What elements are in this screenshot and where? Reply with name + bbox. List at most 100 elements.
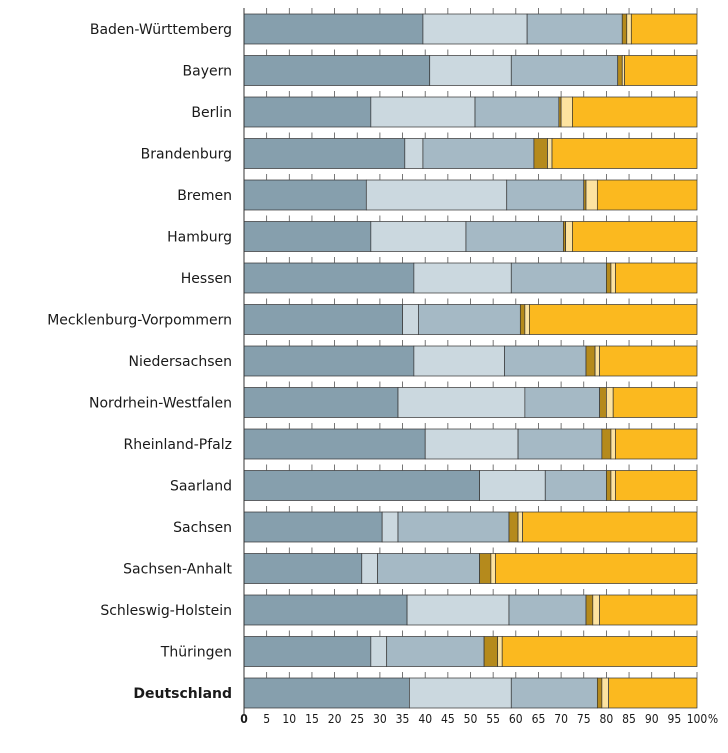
- bar-segment: [551, 138, 698, 169]
- category-label: Mecklenburg-Vorpommern: [47, 313, 232, 329]
- x-tick-label: 20: [328, 712, 342, 726]
- bar-segment: [572, 96, 698, 128]
- x-tick-label: 40: [418, 712, 432, 726]
- category-label: Deutschland: [133, 686, 232, 702]
- category-labels: Baden-Württemberg Bayern Berlin Brandenburg…: [47, 22, 232, 702]
- bar-segment: [599, 345, 698, 377]
- bar-segment: [243, 677, 410, 709]
- bar-segment: [243, 262, 415, 294]
- bar-segment: [522, 511, 698, 543]
- x-tick-label: 100: [687, 712, 708, 726]
- bar-segment: [585, 594, 594, 626]
- x-tick-label: 10: [282, 712, 296, 726]
- bar-segment: [585, 345, 596, 377]
- x-tick-label: 75: [577, 712, 591, 726]
- category-label: Saarland: [170, 479, 232, 495]
- bar-segment: [517, 428, 603, 460]
- x-tick-label: 45: [441, 712, 455, 726]
- bar-segment: [243, 96, 372, 128]
- bar-segment: [490, 553, 496, 584]
- bar-segment: [370, 636, 388, 667]
- x-tick-label: 50: [464, 712, 478, 726]
- category-label: Bayern: [183, 64, 232, 80]
- bar-segment: [429, 55, 512, 86]
- bar-segment: [370, 221, 467, 252]
- bar-segment: [560, 96, 573, 128]
- bar-segment: [504, 345, 587, 377]
- bar-segment: [243, 428, 426, 460]
- category-label: Schleswig-Holstein: [100, 603, 232, 619]
- bar-segment: [565, 221, 573, 252]
- x-tick-label: 80: [600, 712, 614, 726]
- bar-segment: [243, 345, 415, 377]
- bar-segment: [243, 13, 424, 45]
- bar-segment: [465, 221, 564, 252]
- bar-segment: [243, 594, 408, 626]
- bar-segment: [533, 138, 548, 169]
- bar-segment: [243, 636, 372, 667]
- bar-segment: [418, 304, 521, 335]
- bar-segment: [506, 179, 585, 211]
- x-tick-label: 60: [509, 712, 523, 726]
- bar-segment: [386, 636, 485, 667]
- bars-layer: [243, 13, 698, 709]
- bar-segment: [243, 470, 480, 501]
- bar-segment: [402, 304, 419, 335]
- category-label: Hamburg: [167, 230, 232, 246]
- x-tick-label: 90: [645, 712, 659, 726]
- category-label: Thüringen: [160, 645, 232, 661]
- x-tick-label: 25: [350, 712, 364, 726]
- bar-segment: [547, 138, 553, 169]
- bar-segment: [510, 677, 598, 709]
- bar-segment: [606, 470, 612, 501]
- bar-segment: [497, 636, 503, 667]
- category-label: Brandenburg: [141, 147, 232, 163]
- bar-segment: [610, 428, 616, 460]
- bar-segment: [610, 262, 616, 294]
- bar-segment: [243, 553, 363, 584]
- bar-segment: [243, 511, 383, 543]
- bar-segment: [501, 636, 698, 667]
- bar-segment: [610, 470, 616, 501]
- bar-segment: [612, 387, 698, 418]
- bar-segment: [243, 221, 372, 252]
- bar-segment: [243, 304, 403, 335]
- bar-segment: [404, 138, 424, 169]
- bar-segment: [524, 304, 530, 335]
- bar-segment: [626, 13, 632, 45]
- bar-segment: [526, 13, 623, 45]
- category-label: Sachsen-Anhalt: [123, 562, 232, 578]
- bar-segment: [479, 470, 546, 501]
- bar-segment: [592, 594, 600, 626]
- x-tick-label: 15: [305, 712, 319, 726]
- bar-segment: [413, 345, 505, 377]
- category-label: Hessen: [181, 271, 232, 287]
- bar-segment: [621, 13, 628, 45]
- x-tick-label: 35: [396, 712, 410, 726]
- bar-segment: [594, 345, 600, 377]
- bar-segment: [413, 262, 512, 294]
- bar-segment: [243, 387, 399, 418]
- bar-segment: [510, 55, 619, 86]
- bar-segment: [529, 304, 698, 335]
- x-tick-label: 30: [373, 712, 387, 726]
- x-tick-label: 5: [263, 712, 270, 726]
- bar-segment: [601, 677, 610, 709]
- bar-segment: [519, 304, 526, 335]
- category-label: Berlin: [191, 105, 232, 121]
- bar-segment: [479, 553, 492, 584]
- bar-segment: [596, 179, 698, 211]
- bar-segment: [361, 553, 378, 584]
- bar-segment: [510, 262, 607, 294]
- bar-segment: [508, 594, 587, 626]
- bar-segment: [409, 677, 512, 709]
- bar-segment: [524, 387, 600, 418]
- bar-segment: [243, 55, 431, 86]
- bar-segment: [608, 677, 698, 709]
- bar-segment: [422, 138, 535, 169]
- bar-segment: [615, 470, 698, 501]
- bar-segment: [474, 96, 560, 128]
- bar-segment: [601, 428, 612, 460]
- bar-segment: [544, 470, 607, 501]
